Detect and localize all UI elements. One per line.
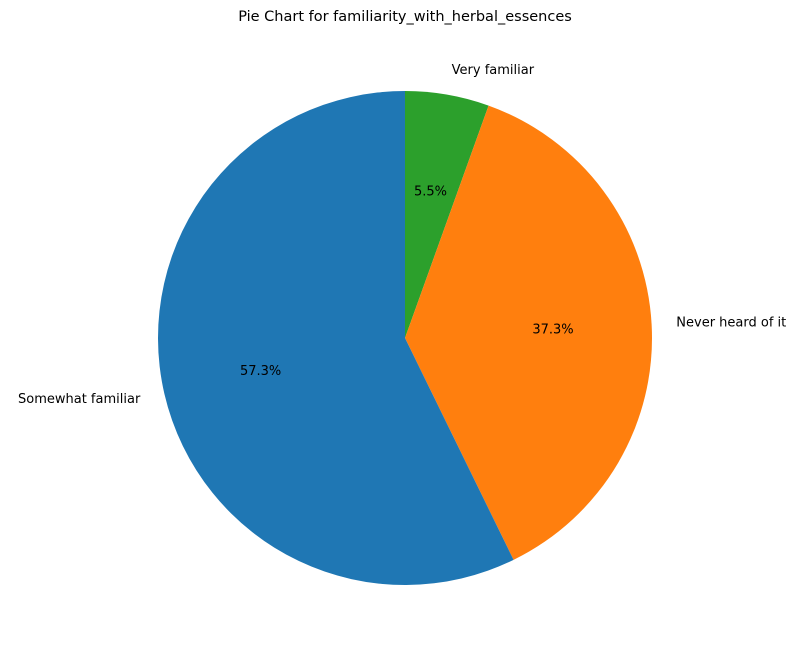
chart-title: Pie Chart for familiarity_with_herbal_es… bbox=[238, 9, 572, 25]
pie-slice-somewhat-familiar bbox=[158, 91, 514, 585]
pie-slices bbox=[158, 91, 652, 585]
pie-pct-never-heard-of-it: 37.3% bbox=[532, 322, 573, 337]
pie-labels: Very familiar 5.5% Never heard of it 37.3% S… bbox=[18, 63, 786, 407]
pie-label-never-heard-of-it: Never heard of it bbox=[676, 316, 786, 331]
pie-label-somewhat-familiar: Somewhat familiar bbox=[18, 392, 141, 407]
pie-pct-somewhat-familiar: 57.3% bbox=[240, 364, 281, 379]
pie-label-very-familiar: Very familiar bbox=[452, 63, 535, 78]
pie-slice-very-familiar bbox=[405, 91, 489, 338]
pie-pct-very-familiar: 5.5% bbox=[414, 185, 447, 200]
pie-slice-never-heard-of-it bbox=[405, 105, 652, 560]
